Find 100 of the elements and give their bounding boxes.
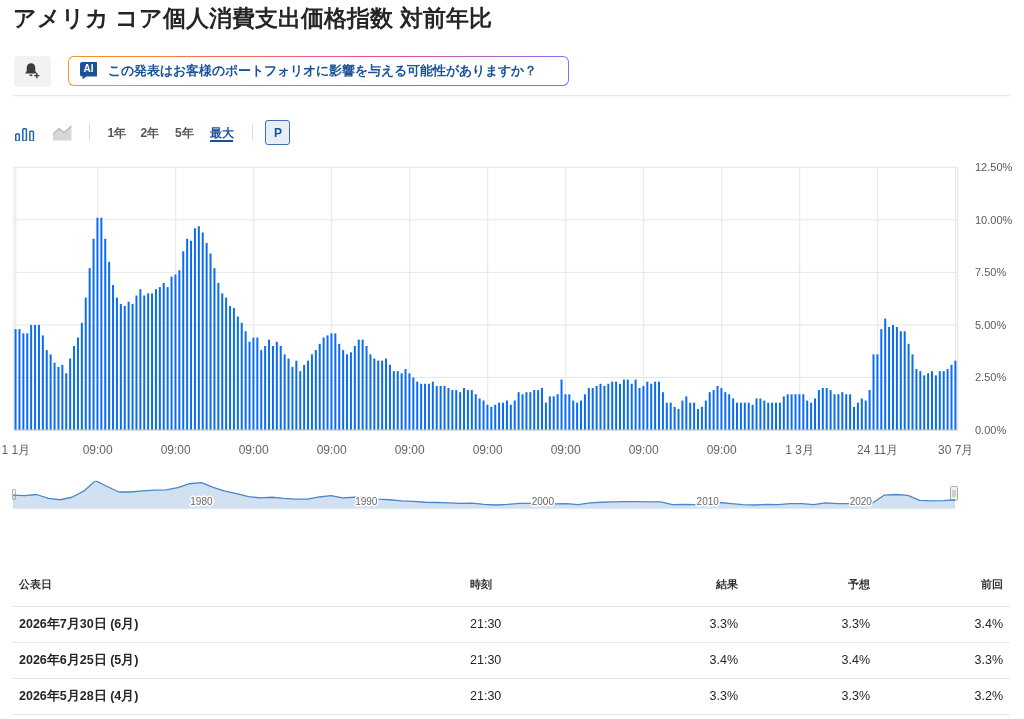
bar [365,345,368,430]
x-tick-label: 1 1月 [1,442,31,457]
bar [880,329,883,430]
bar [209,253,212,430]
bar [544,402,547,430]
bar [408,373,411,430]
bar [583,394,586,430]
bar [810,402,813,430]
bar [287,358,290,430]
text: 3.3% [841,616,870,632]
text: 3.2% [974,688,1003,704]
bar [661,392,664,430]
bar [697,408,700,430]
bar [568,394,571,430]
bar [147,293,150,430]
bar [201,232,204,430]
bar [619,383,622,430]
bar [455,390,458,430]
text: 3.4% [709,652,738,668]
y-tick-label: 12.50% [975,161,1013,174]
bar [572,400,575,430]
x-tick-label: 30 7月 [937,442,974,457]
bar [127,301,130,430]
bar [61,364,64,430]
text: 公表日 [19,578,52,592]
bar [326,335,329,430]
bar [268,339,271,430]
bar [494,404,497,430]
bar [96,217,99,430]
text: 21:30 [470,652,502,668]
bar [451,390,454,430]
x-tick-label: 24 11月 [857,442,899,457]
x-tick-label: 1990 [355,496,378,507]
bar [490,406,493,430]
bar [895,327,898,430]
bar [587,387,590,430]
bar [151,293,154,430]
bar [334,333,337,430]
bar [669,402,672,430]
bar [759,398,762,430]
chart-title: アメリカ コア個人消費支出価格指数 対前年比 [13,4,492,33]
y-tick-label: 10.00% [975,213,1013,226]
bar [509,404,512,430]
bar [486,404,489,430]
bar [775,402,778,430]
bar [416,381,419,430]
text: 3.4% [974,616,1003,632]
bar [942,371,945,430]
bar [630,383,633,430]
bar [205,242,208,430]
bar [76,337,79,430]
bar [143,295,146,430]
bar [435,385,438,430]
bar [814,398,817,430]
bar [767,402,770,430]
bar [275,341,278,430]
bar [170,276,173,430]
bar [427,383,430,430]
bar [716,385,719,430]
bar [225,297,228,430]
bar [271,345,274,430]
bar [888,327,891,430]
bar [533,390,536,430]
bar [892,324,895,430]
bar [439,385,442,430]
bar [841,392,844,430]
bar [821,387,824,430]
bar [115,297,118,430]
bar [658,381,661,430]
bar [521,394,524,430]
bar [420,383,423,430]
bar [260,350,263,430]
bar [860,398,863,430]
text: 21:30 [470,688,502,704]
bar [478,398,481,430]
bar [443,385,446,430]
text: 2026年5月28日 (4月) [19,688,139,704]
bar [49,354,52,430]
x-tick-label: 09:00 [316,442,348,457]
bar [513,400,516,430]
bar [139,289,142,430]
bar [646,381,649,430]
bar [876,354,879,430]
text: 1年 [107,125,127,140]
bar [673,406,676,430]
bar [193,228,196,430]
bar [474,394,477,430]
bar [314,350,317,430]
bar [782,396,785,430]
bar [743,402,746,430]
bar [599,383,602,430]
bar [712,390,715,430]
bar [736,402,739,430]
bar [318,343,321,430]
bar [466,390,469,430]
bar [303,364,306,430]
bar [18,329,21,430]
bar [622,379,625,430]
bar [751,404,754,430]
bar [825,387,828,430]
